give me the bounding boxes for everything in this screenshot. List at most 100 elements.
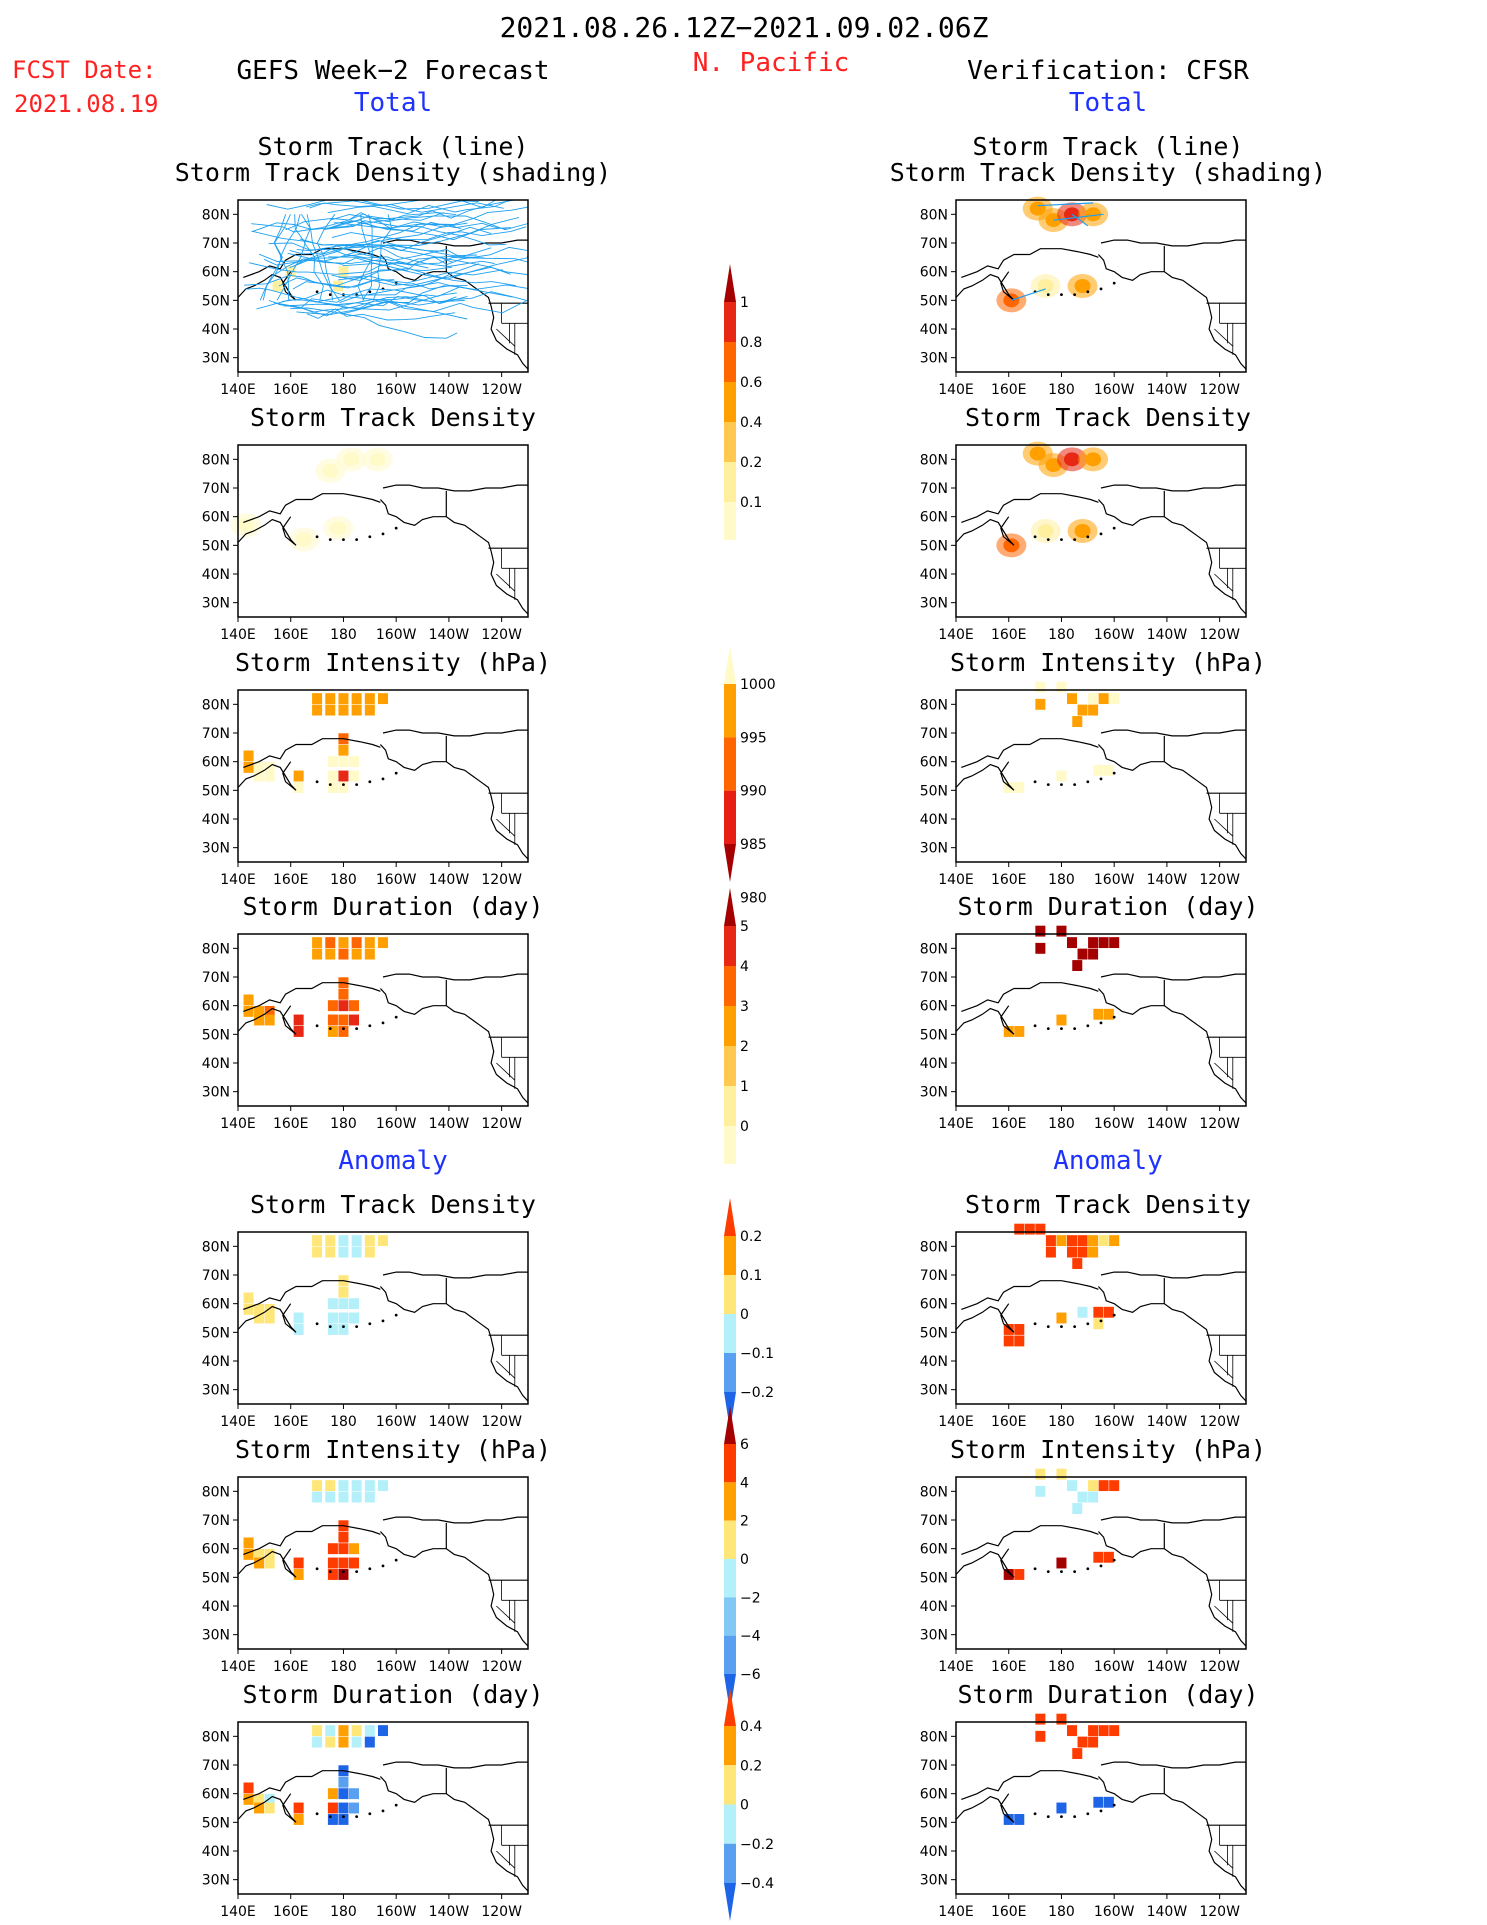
heatmap-cell (338, 1736, 349, 1748)
density-blob-core (1037, 524, 1054, 538)
panel-title-density-left: Storm Track Density (250, 403, 536, 432)
heatmap-cell (243, 1292, 254, 1304)
x-tick-label: 140E (938, 1414, 974, 1430)
heatmap-cell (1088, 937, 1099, 949)
heatmap-cell (293, 1324, 304, 1335)
coastline-R5 (955, 1271, 1247, 1402)
coast-segment (955, 1303, 1015, 1333)
heatmap-cell (293, 1026, 304, 1037)
heatmap-cell (1098, 1725, 1109, 1737)
heatmap-cell (1003, 1026, 1014, 1037)
y-tick-label: 30N (920, 351, 948, 367)
colorbar-segment (724, 684, 736, 738)
y-tick-label: 80N (920, 1484, 948, 1500)
fcst-date-label: FCST Date: (12, 56, 157, 84)
island-dot (368, 1812, 372, 1816)
colorbar-label: 990 (740, 784, 767, 800)
heatmap-cell (338, 1557, 349, 1569)
storm-track (357, 214, 373, 301)
x-tick-label: 140E (220, 1414, 256, 1430)
heatmap-cell (325, 1246, 336, 1258)
island-dot (1046, 293, 1050, 296)
heatmap-cell (364, 1246, 375, 1258)
heatmap-cell (1056, 1802, 1067, 1814)
heatmap-cell (1103, 1306, 1114, 1318)
storm-track (314, 291, 529, 306)
island-dot (342, 538, 345, 541)
coastline-L7 (237, 1761, 529, 1892)
density-blob-core (1003, 538, 1020, 553)
y-tick-label: 50N (920, 1027, 948, 1043)
heatmap-cell (377, 1480, 389, 1492)
coast-segment (955, 1548, 1015, 1578)
island-dot (355, 1027, 359, 1030)
heatmap-cell (254, 770, 265, 782)
map-axes-L3: 140E 160E 180 160W 140W 120W 80N 70N 60N 50N 40N 30… (202, 689, 529, 888)
colorbar-duration-anomaly: 0.4 0.2 0 −0.2 −0.4 (724, 1688, 774, 1921)
heatmap-cell (364, 1725, 375, 1737)
x-tick-label: 180 (1048, 1116, 1075, 1132)
heatmap-cell (1003, 1324, 1014, 1335)
x-tick-label: 140E (938, 1659, 974, 1675)
heatmap-cell (338, 988, 349, 1000)
heatmap-cell (338, 1788, 349, 1800)
island-dot (394, 526, 398, 530)
map-frame (237, 1476, 529, 1650)
heatmap-cell (1093, 1008, 1104, 1020)
island-dot (1060, 1027, 1063, 1030)
density-blob-core (369, 452, 386, 467)
y-tick-label: 40N (920, 1844, 948, 1860)
colorbar-label: 1 (740, 1079, 749, 1095)
coast-segment (382, 1516, 528, 1524)
island-dot (1073, 1027, 1077, 1030)
map-frame (237, 444, 529, 618)
colorbar-label: 0.1 (740, 495, 762, 511)
heatmap-cell (1072, 1258, 1083, 1269)
density-blob-core (1064, 452, 1080, 467)
y-tick-label: 30N (202, 1085, 230, 1101)
density-blob-core (1074, 524, 1091, 538)
colorbar-segment (724, 342, 736, 382)
heatmap-cell (254, 1802, 265, 1814)
island-dot (315, 780, 319, 784)
y-tick-label: 50N (920, 1570, 948, 1586)
coast-segment (955, 1005, 1015, 1035)
map-axes-R6: 140E 160E 180 160W 140W 120W 80N 70N 60N 50N 40N 30… (920, 1476, 1247, 1675)
x-tick-label: 120W (1199, 1659, 1240, 1675)
island-dot (394, 1558, 398, 1562)
y-tick-label: 30N (920, 596, 948, 612)
x-tick-label: 160E (273, 1116, 309, 1132)
heatmap-cell (351, 1235, 362, 1247)
x-tick-label: 120W (481, 1116, 522, 1132)
map-frame (955, 689, 1247, 863)
x-tick-label: 160E (273, 627, 309, 643)
storm-track (279, 214, 301, 301)
colorbar-label: 0 (740, 1798, 749, 1814)
heatmap-cell (264, 761, 275, 773)
coast-segment (1100, 484, 1246, 492)
heatmap-cell (338, 1312, 349, 1324)
coast-segment (1097, 744, 1247, 860)
heatmap-cell (254, 1312, 265, 1324)
heatmap-cell (327, 1312, 338, 1324)
island-dot (368, 780, 372, 784)
heatmap-cell (1072, 1503, 1083, 1514)
y-tick-label: 80N (202, 1729, 230, 1745)
y-tick-label: 80N (920, 207, 948, 223)
y-tick-label: 60N (920, 1542, 948, 1558)
density-blob-core (1074, 279, 1091, 293)
heatmap-cell (1109, 937, 1120, 949)
colorbar-segment (724, 737, 736, 791)
heatmap-cell (351, 937, 362, 949)
heatmap-cell (1056, 1557, 1067, 1569)
y-tick-label: 60N (202, 1297, 230, 1313)
x-tick-label: 120W (1199, 1414, 1240, 1430)
panel-title-duration-left: Storm Duration (day) (242, 892, 544, 921)
heatmap-cells-R6 (1003, 1468, 1120, 1580)
island-dot (1112, 1015, 1116, 1019)
heatmap-cell (1056, 770, 1067, 782)
x-tick-label: 140E (220, 627, 256, 643)
colorbar-segment (724, 1597, 736, 1636)
x-tick-label: 140W (1147, 1904, 1188, 1920)
island-dot (315, 1024, 319, 1028)
